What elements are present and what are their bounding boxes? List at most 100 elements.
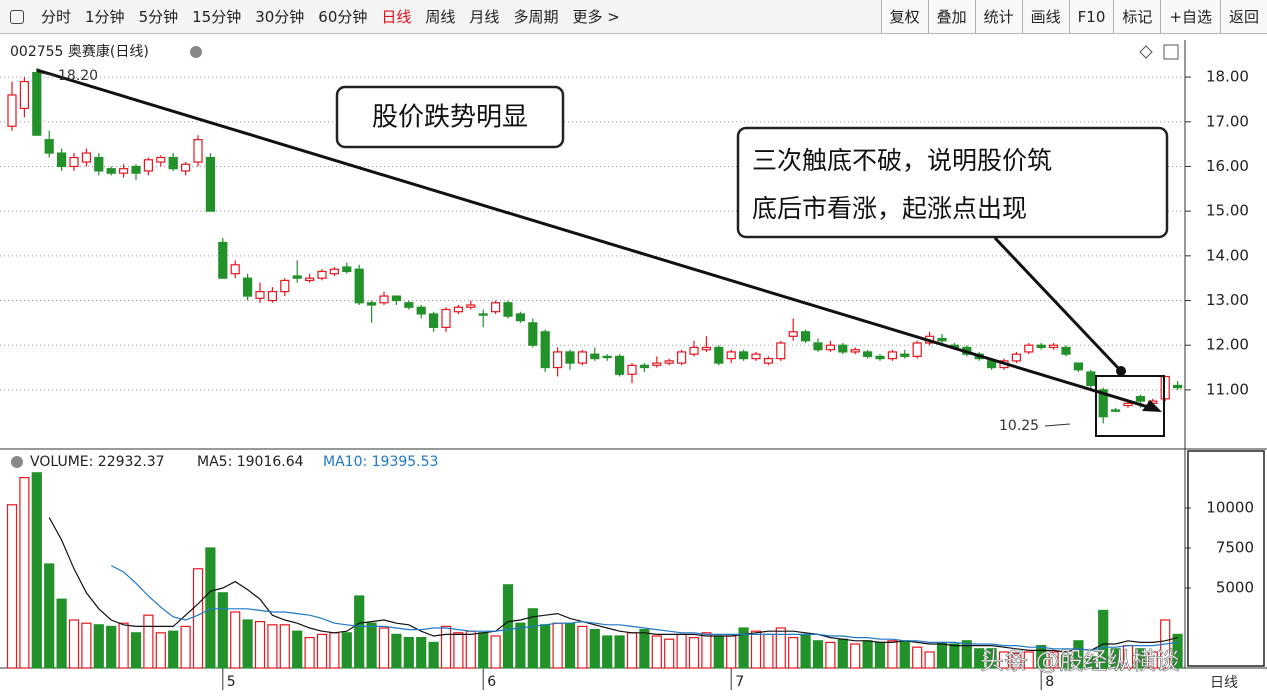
y-tick-label: 13.00 (1206, 291, 1249, 309)
callout-box (335, 85, 565, 149)
candle-body (143, 159, 153, 172)
volume-bar (825, 641, 836, 669)
volume-bar (614, 635, 625, 669)
volume-bar (267, 624, 278, 669)
tool-button[interactable]: 标记 (1113, 0, 1161, 33)
candle-body (317, 270, 327, 279)
volume-bar (130, 632, 142, 669)
candle-body (1098, 389, 1108, 418)
candle-body (255, 290, 265, 299)
volume-bar (6, 504, 18, 669)
diamond-icon[interactable] (1139, 45, 1153, 59)
candle-body (305, 277, 315, 282)
candle-body (429, 313, 439, 328)
trend-line (36, 68, 1159, 412)
x-tick-label: 7 (735, 674, 744, 690)
volume-bar (416, 636, 427, 669)
panel-toggle-icon[interactable] (10, 9, 24, 24)
volume-bar (1036, 644, 1047, 669)
candle-body (243, 277, 253, 297)
volume-bar (56, 598, 67, 669)
candle-body (1048, 344, 1059, 349)
volume-bar (986, 648, 997, 669)
candle-body (131, 165, 141, 174)
volume-bar (1147, 651, 1158, 669)
candle-body (1123, 402, 1133, 407)
volume-bar (1023, 651, 1034, 669)
volume-bar (924, 651, 935, 669)
volume-bar (936, 641, 948, 669)
volume-menu-icon[interactable] (11, 456, 23, 468)
volume-bar (688, 636, 700, 669)
volume-bar (676, 633, 687, 669)
period-tab[interactable]: 5分钟 (138, 8, 179, 26)
period-tab[interactable]: 多周期 (513, 8, 559, 26)
volume-bar (44, 563, 55, 669)
volume-bar (862, 640, 873, 669)
volume-bar (478, 632, 489, 669)
volume-bar (912, 646, 923, 669)
candle-body (205, 156, 215, 212)
period-tab[interactable]: 日线 (381, 8, 412, 26)
volume-bar (403, 636, 414, 669)
volume-bar (812, 640, 824, 669)
volume-bar (589, 628, 600, 669)
period-tab[interactable]: 周线 (425, 8, 456, 26)
candle-body (515, 313, 526, 322)
tool-button[interactable]: 复权 (880, 0, 928, 33)
tool-button[interactable]: 画线 (1021, 0, 1069, 33)
x-tick-label: 5 (227, 674, 236, 690)
period-tab[interactable]: 30分钟 (255, 8, 305, 26)
candle-body (701, 346, 712, 351)
window-icon[interactable] (1163, 44, 1179, 60)
tool-button[interactable]: 统计 (974, 0, 1022, 33)
candle-body (391, 295, 401, 302)
volume-bar (304, 636, 315, 669)
volume-bar (192, 568, 204, 669)
watermark: 头条 @股经纵横谈 (980, 647, 1180, 675)
candle-body (664, 360, 674, 364)
candle-body (838, 344, 848, 353)
volume-bar (19, 477, 30, 669)
period-tab[interactable]: 分时 (41, 8, 72, 26)
period-tab[interactable]: 15分钟 (192, 8, 242, 26)
volume-bar (242, 619, 253, 669)
period-tab[interactable]: 月线 (469, 8, 500, 26)
tool-button[interactable]: 叠加 (927, 0, 975, 33)
candle-body (441, 308, 451, 328)
volume-bar (874, 641, 886, 669)
volume-bar (155, 632, 166, 669)
candle-body (367, 302, 377, 306)
volume-bar (68, 619, 80, 669)
candle-body (329, 268, 339, 275)
period-tab[interactable]: 60分钟 (318, 8, 368, 26)
x-tick-label: 8 (1045, 674, 1054, 690)
candle-body (528, 322, 538, 346)
candle-body (503, 302, 513, 317)
candle-body (738, 351, 749, 360)
volume-bar (738, 627, 749, 669)
candle-body (850, 349, 860, 353)
tool-button[interactable]: F10 (1068, 0, 1114, 33)
period-tab[interactable]: 更多 > (572, 8, 620, 26)
volume-bar (750, 630, 762, 669)
candle-body (875, 355, 885, 360)
volume-bar (254, 620, 266, 669)
period-tab[interactable]: 1分钟 (85, 8, 125, 26)
candle-body (1110, 409, 1121, 412)
volume-bar (1098, 609, 1109, 669)
candle-body (862, 351, 873, 357)
y-tick-label: 17.00 (1206, 112, 1249, 130)
candle-body (280, 279, 290, 293)
candle-body (181, 163, 191, 172)
volume-bar (527, 608, 538, 669)
highlight-box (1095, 375, 1165, 437)
volume-bar (602, 635, 613, 669)
tool-button[interactable]: 返回 (1219, 0, 1267, 33)
volume-bar (391, 633, 402, 669)
tool-button[interactable]: +自选 (1160, 0, 1220, 33)
title-menu-icon[interactable] (190, 46, 202, 58)
candle-body (81, 152, 92, 163)
volume-bar (887, 640, 898, 669)
